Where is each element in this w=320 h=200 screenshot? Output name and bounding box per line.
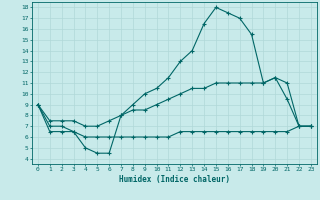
- X-axis label: Humidex (Indice chaleur): Humidex (Indice chaleur): [119, 175, 230, 184]
